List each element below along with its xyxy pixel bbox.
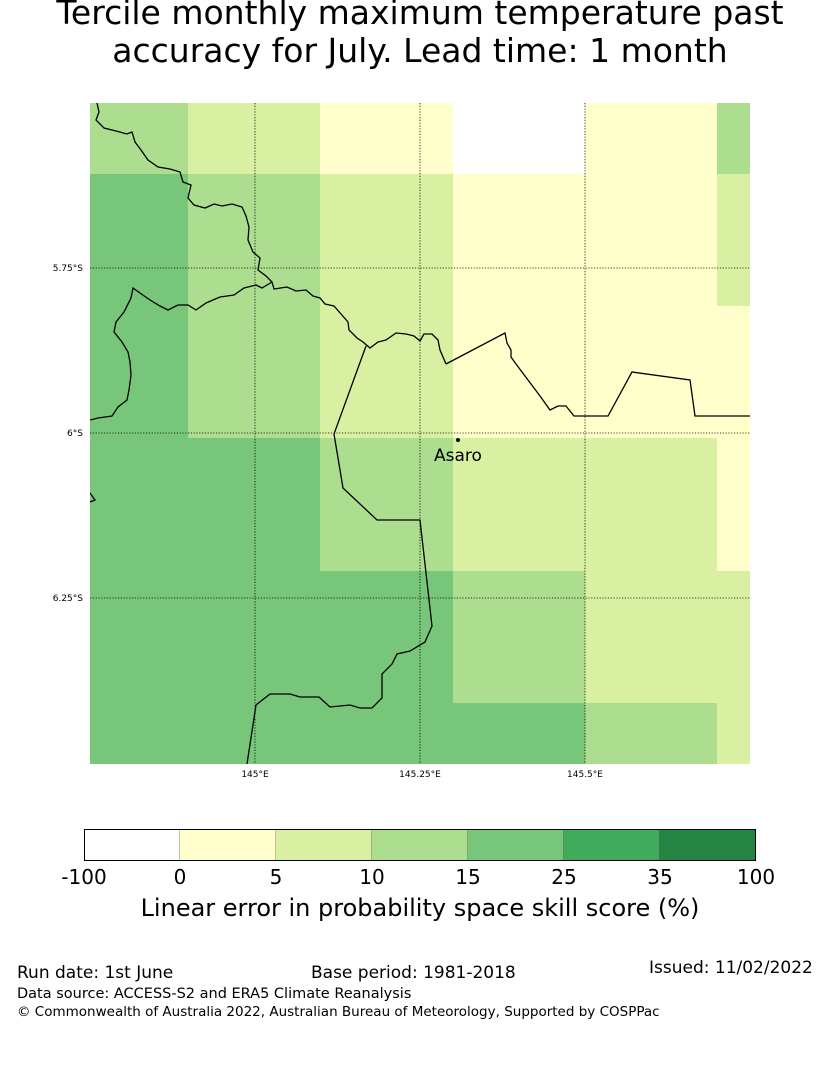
grid-cell xyxy=(90,174,189,307)
grid-cell xyxy=(453,438,586,572)
lat-tick-label: 6°S xyxy=(67,429,83,439)
grid-cell xyxy=(453,174,586,307)
colorbar-tick-label: 100 xyxy=(736,865,776,889)
grid-cell xyxy=(717,571,750,704)
grid-cell xyxy=(320,438,454,572)
coastline-fragment xyxy=(90,492,97,503)
colorbar-segment xyxy=(468,829,564,861)
grid-cell xyxy=(188,306,321,439)
grid-cell xyxy=(585,438,718,572)
colorbar-tick-label: 35 xyxy=(647,865,673,889)
colorbar-tick-label: 15 xyxy=(455,865,481,889)
grid-cell xyxy=(585,306,718,439)
colorbar-segment xyxy=(372,829,468,861)
colorbar xyxy=(84,829,756,861)
data-source: Data source: ACCESS-S2 and ERA5 Climate … xyxy=(17,986,412,1002)
grid-cell xyxy=(90,703,189,764)
colorbar-label: Linear error in probability space skill … xyxy=(140,894,700,922)
title-line-2: accuracy for July. Lead time: 1 month xyxy=(112,31,728,70)
grid-cell xyxy=(320,571,454,704)
grid-cell xyxy=(188,103,321,175)
title-line-1: Tercile monthly maximum temperature past xyxy=(56,0,784,32)
grid-cell xyxy=(188,571,321,704)
grid-cell xyxy=(90,438,189,572)
colorbar-segment xyxy=(180,829,276,861)
colorbar-segment xyxy=(276,829,372,861)
place-label-asaro: Asaro xyxy=(434,446,482,466)
grid-cell xyxy=(90,103,189,175)
colorbar-tick-label: 0 xyxy=(173,865,187,889)
grid-cell xyxy=(90,571,189,704)
colorbar-tick-label: 10 xyxy=(359,865,385,889)
grid-cell xyxy=(453,703,586,764)
grid-cell xyxy=(585,703,718,764)
grid-cell xyxy=(453,571,586,704)
skill-score-grid xyxy=(90,103,750,764)
grid-cell xyxy=(453,306,586,439)
grid-cell xyxy=(585,103,718,175)
issued-date: Issued: 11/02/2022 xyxy=(649,958,813,978)
lat-tick-label: 5.75°S xyxy=(53,264,84,274)
grid-cell xyxy=(320,174,454,307)
grid-cell xyxy=(585,174,718,307)
chart-title: Tercile monthly maximum temperature past… xyxy=(0,0,840,70)
grid-cell xyxy=(90,306,189,439)
base-period: Base period: 1981-2018 xyxy=(311,963,516,983)
grid-cell xyxy=(320,703,454,764)
grid-cell xyxy=(717,103,750,175)
lat-tick-label: 6.25°S xyxy=(53,594,84,604)
copyright: © Commonwealth of Australia 2022, Austra… xyxy=(17,1004,660,1020)
lon-tick-label: 145.5°E xyxy=(567,770,603,780)
grid-cell xyxy=(453,103,586,175)
border-segment xyxy=(445,332,750,417)
grid-cell xyxy=(188,438,321,572)
grid-cell xyxy=(717,306,750,439)
colorbar-segment xyxy=(84,829,180,861)
grid-cell xyxy=(188,174,321,307)
graticule xyxy=(90,103,750,764)
colorbar-tick-label: 25 xyxy=(551,865,577,889)
coastline xyxy=(95,103,447,365)
coastline-west xyxy=(90,281,273,421)
colorbar-tick-label: -100 xyxy=(61,865,107,889)
grid-cell xyxy=(717,703,750,764)
colorbar-segment xyxy=(564,829,660,861)
colorbar-tick-label: 5 xyxy=(269,865,283,889)
asaro-marker xyxy=(456,438,460,442)
grid-cell xyxy=(320,306,454,439)
grid-cell xyxy=(320,103,454,175)
coastline-and-borders xyxy=(90,103,750,764)
grid-cell xyxy=(717,174,750,307)
border-line xyxy=(246,345,433,764)
run-date: Run date: 1st June xyxy=(17,963,174,983)
colorbar-frame xyxy=(84,829,756,861)
lon-tick-label: 145°E xyxy=(241,770,269,780)
map-plot: Asaro 145°E 145.25°E 145.5°E 5.75°S 6°S … xyxy=(53,103,750,780)
grid-cell xyxy=(585,571,718,704)
lon-tick-label: 145.25°E xyxy=(399,770,441,780)
grid-cell xyxy=(717,438,750,572)
